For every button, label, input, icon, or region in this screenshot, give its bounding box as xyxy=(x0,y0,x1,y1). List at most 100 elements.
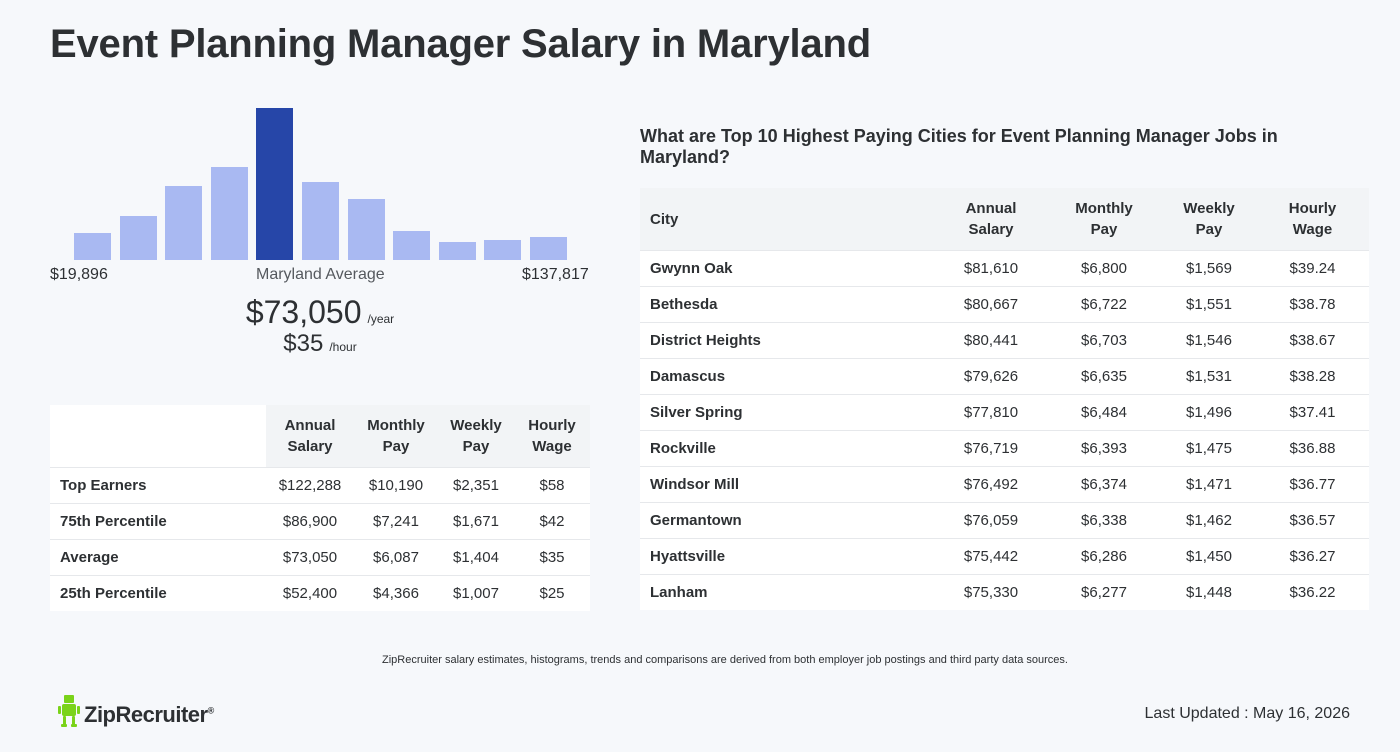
last-updated: Last Updated : May 16, 2026 xyxy=(1144,705,1350,722)
city-name: Lanham xyxy=(640,574,936,610)
city-cell: $6,800 xyxy=(1046,250,1162,287)
city-cell: $6,374 xyxy=(1046,466,1162,503)
percentile-row: 25th Percentile $52,400 $4,366 $1,007 $25 xyxy=(50,575,590,611)
city-cell: $36.57 xyxy=(1256,502,1369,539)
header-annual-salary: Annual Salary xyxy=(266,405,354,468)
percentile-cell: $58 xyxy=(514,467,590,504)
percentile-cell: $42 xyxy=(514,503,590,540)
city-name: Germantown xyxy=(640,502,936,539)
histogram-max-label: $137,817 xyxy=(522,266,589,283)
city-cell: $76,719 xyxy=(936,430,1046,467)
percentile-row: 75th Percentile $86,900 $7,241 $1,671 $42 xyxy=(50,503,590,540)
percentile-header-blank xyxy=(50,405,266,468)
city-cell: $81,610 xyxy=(936,250,1046,287)
header-annual-salary: Annual Salary xyxy=(936,188,1046,251)
city-cell: $1,462 xyxy=(1162,502,1256,539)
city-cell: $1,448 xyxy=(1162,574,1256,610)
city-cell: $1,569 xyxy=(1162,250,1256,287)
city-cell: $6,635 xyxy=(1046,358,1162,395)
city-row: Damascus $79,626 $6,635 $1,531 $38.28 xyxy=(640,358,1369,395)
percentile-cell: $6,087 xyxy=(354,539,438,576)
city-cell: $1,531 xyxy=(1162,358,1256,395)
city-cell: $6,393 xyxy=(1046,430,1162,467)
city-cell: $1,471 xyxy=(1162,466,1256,503)
page-title: Event Planning Manager Salary in Marylan… xyxy=(50,22,871,66)
city-cell: $75,330 xyxy=(936,574,1046,610)
histogram-bar xyxy=(119,216,157,260)
average-yearly-value: $73,050 xyxy=(245,294,362,330)
city-name: Bethesda xyxy=(640,286,936,323)
city-row: Silver Spring $77,810 $6,484 $1,496 $37.41 xyxy=(640,394,1369,431)
percentile-row-label: Average xyxy=(50,539,266,576)
city-cell: $38.28 xyxy=(1256,358,1369,395)
city-cell: $1,475 xyxy=(1162,430,1256,467)
percentile-row-label: 25th Percentile xyxy=(50,575,266,611)
histogram-bar xyxy=(347,199,385,260)
percentile-cell: $25 xyxy=(514,575,590,611)
city-cell: $36.22 xyxy=(1256,574,1369,610)
cities-table: City Annual Salary Monthly Pay Weekly Pay H… xyxy=(640,188,1369,610)
city-cell: $37.41 xyxy=(1256,394,1369,431)
percentile-cell: $1,404 xyxy=(438,539,514,576)
city-cell: $38.78 xyxy=(1256,286,1369,323)
histogram-bar xyxy=(74,233,111,260)
header-hourly-wage: Hourly Wage xyxy=(1256,188,1369,251)
average-hourly-unit: /hour xyxy=(329,340,357,354)
city-cell: $6,722 xyxy=(1046,286,1162,323)
histogram-bar xyxy=(530,237,567,260)
city-cell: $80,441 xyxy=(936,322,1046,359)
percentile-cell: $35 xyxy=(514,539,590,576)
city-row: Rockville $76,719 $6,393 $1,475 $36.88 xyxy=(640,430,1369,467)
header-monthly-pay: Monthly Pay xyxy=(354,405,438,468)
city-cell: $6,277 xyxy=(1046,574,1162,610)
ziprecruiter-wordmark: ZipRecruiter® xyxy=(84,701,214,727)
percentile-cell: $1,671 xyxy=(438,503,514,540)
header-monthly-pay: Monthly Pay xyxy=(1046,188,1162,251)
city-name: Rockville xyxy=(640,430,936,467)
city-cell: $6,703 xyxy=(1046,322,1162,359)
city-cell: $1,496 xyxy=(1162,394,1256,431)
percentile-row-label: 75th Percentile xyxy=(50,503,266,540)
percentile-row-label: Top Earners xyxy=(50,467,266,504)
city-name: Hyattsville xyxy=(640,538,936,575)
city-row: Windsor Mill $76,492 $6,374 $1,471 $36.77 xyxy=(640,466,1369,503)
city-cell: $1,546 xyxy=(1162,322,1256,359)
salary-histogram xyxy=(50,100,590,260)
histogram-average-label: Maryland Average xyxy=(256,266,385,283)
histogram-bar xyxy=(302,182,339,260)
cities-header-row: City Annual Salary Monthly Pay Weekly Pay H… xyxy=(640,188,1369,251)
percentile-cell: $7,241 xyxy=(354,503,438,540)
city-cell: $36.27 xyxy=(1256,538,1369,575)
histogram-bar xyxy=(484,240,522,260)
percentile-cell: $122,288 xyxy=(266,467,354,504)
percentile-cell: $52,400 xyxy=(266,575,354,611)
ziprecruiter-logo[interactable]: ZipRecruiter® xyxy=(58,695,214,734)
percentile-cell: $73,050 xyxy=(266,539,354,576)
ziprecruiter-mascot-icon xyxy=(58,695,80,734)
city-cell: $6,338 xyxy=(1046,502,1162,539)
city-cell: $76,059 xyxy=(936,502,1046,539)
average-hourly: $35/hour xyxy=(0,330,640,358)
city-cell: $6,286 xyxy=(1046,538,1162,575)
header-weekly-pay: Weekly Pay xyxy=(1162,188,1256,251)
percentile-cell: $4,366 xyxy=(354,575,438,611)
city-row: Gwynn Oak $81,610 $6,800 $1,569 $39.24 xyxy=(640,250,1369,287)
percentile-row: Top Earners $122,288 $10,190 $2,351 $58 xyxy=(50,467,590,504)
city-cell: $75,442 xyxy=(936,538,1046,575)
city-cell: $36.77 xyxy=(1256,466,1369,503)
disclaimer: ZipRecruiter salary estimates, histogram… xyxy=(382,654,1068,666)
city-cell: $36.88 xyxy=(1256,430,1369,467)
percentile-cell: $86,900 xyxy=(266,503,354,540)
histogram-bar xyxy=(210,167,248,260)
city-cell: $1,551 xyxy=(1162,286,1256,323)
city-row: District Heights $80,441 $6,703 $1,546 $38.6… xyxy=(640,322,1369,359)
average-yearly-unit: /year xyxy=(367,312,395,326)
city-cell: $1,450 xyxy=(1162,538,1256,575)
histogram-bar xyxy=(438,242,476,260)
city-cell: $80,667 xyxy=(936,286,1046,323)
percentile-header-row: Annual Salary Monthly Pay Weekly Pay Hourly… xyxy=(50,405,590,468)
percentile-cell: $1,007 xyxy=(438,575,514,611)
city-name: Windsor Mill xyxy=(640,466,936,503)
percentile-table: Annual Salary Monthly Pay Weekly Pay Hourly… xyxy=(50,405,590,611)
city-cell: $76,492 xyxy=(936,466,1046,503)
